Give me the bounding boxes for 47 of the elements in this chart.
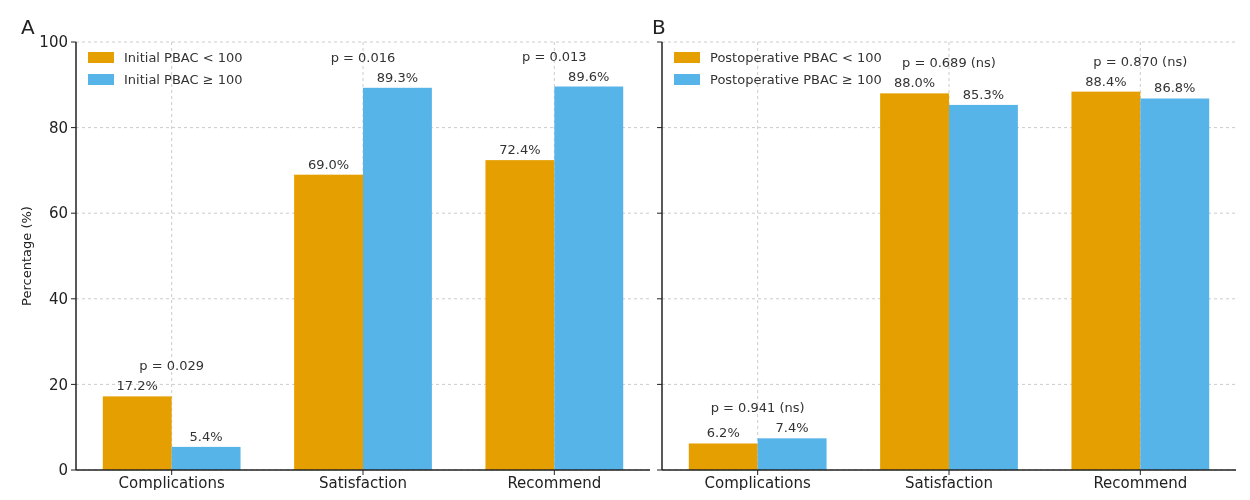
legend-label: Postoperative PBAC ≥ 100 [710,72,882,87]
annotation: p = 0.013 [522,48,587,64]
y-tick-label: 80 [48,118,68,137]
bar [485,160,555,470]
data-label: 17.2% [116,378,158,394]
data-label: 88.0% [893,75,936,91]
y-tick-label: 20 [48,375,68,394]
bar [949,104,1018,470]
y-tick-label: 60 [48,204,68,223]
data-label: 7.4% [775,420,809,436]
bar [363,87,432,470]
data-label: 72.4% [499,142,541,158]
bar [757,438,827,470]
y-tick-label: 0 [58,461,68,480]
data-label: 89.6% [568,68,610,84]
bar [880,93,949,470]
chart-title: A [21,15,35,39]
annotation: p = 0.941 (ns) [710,400,805,416]
bar [1071,91,1141,470]
x-tick-label: Recommend [1093,474,1188,492]
annotation: p = 0.029 [139,358,204,374]
x-tick-label: Satisfaction [318,474,408,492]
annotation: p = 0.016 [330,49,396,65]
annotation: p = 0.870 (ns) [1093,53,1188,69]
bar [171,446,241,470]
x-tick-label: Recommend [507,474,602,492]
bar [102,396,172,470]
data-label: 5.4% [189,428,223,444]
y-tick-label: 40 [48,290,68,309]
bar [294,174,363,470]
chart-title: B [652,15,666,39]
data-label: 89.3% [376,69,419,85]
annotation: p = 0.689 (ns) [902,55,996,71]
data-label: 88.4% [1085,73,1127,89]
x-tick-label: Satisfaction [904,474,994,492]
bar [1140,98,1210,470]
legend-label: Initial PBAC < 100 [124,50,243,65]
y-tick-label: 100 [39,33,68,52]
bar [554,86,624,470]
bar [688,443,758,470]
data-label: 6.2% [706,425,740,441]
data-label: 86.8% [1154,80,1196,96]
data-label: 69.0% [307,156,350,172]
legend-label: Initial PBAC ≥ 100 [124,72,243,87]
data-label: 85.3% [962,86,1005,102]
legend-label: Postoperative PBAC < 100 [710,50,882,65]
y-axis-title: Percentage (%) [19,206,34,306]
